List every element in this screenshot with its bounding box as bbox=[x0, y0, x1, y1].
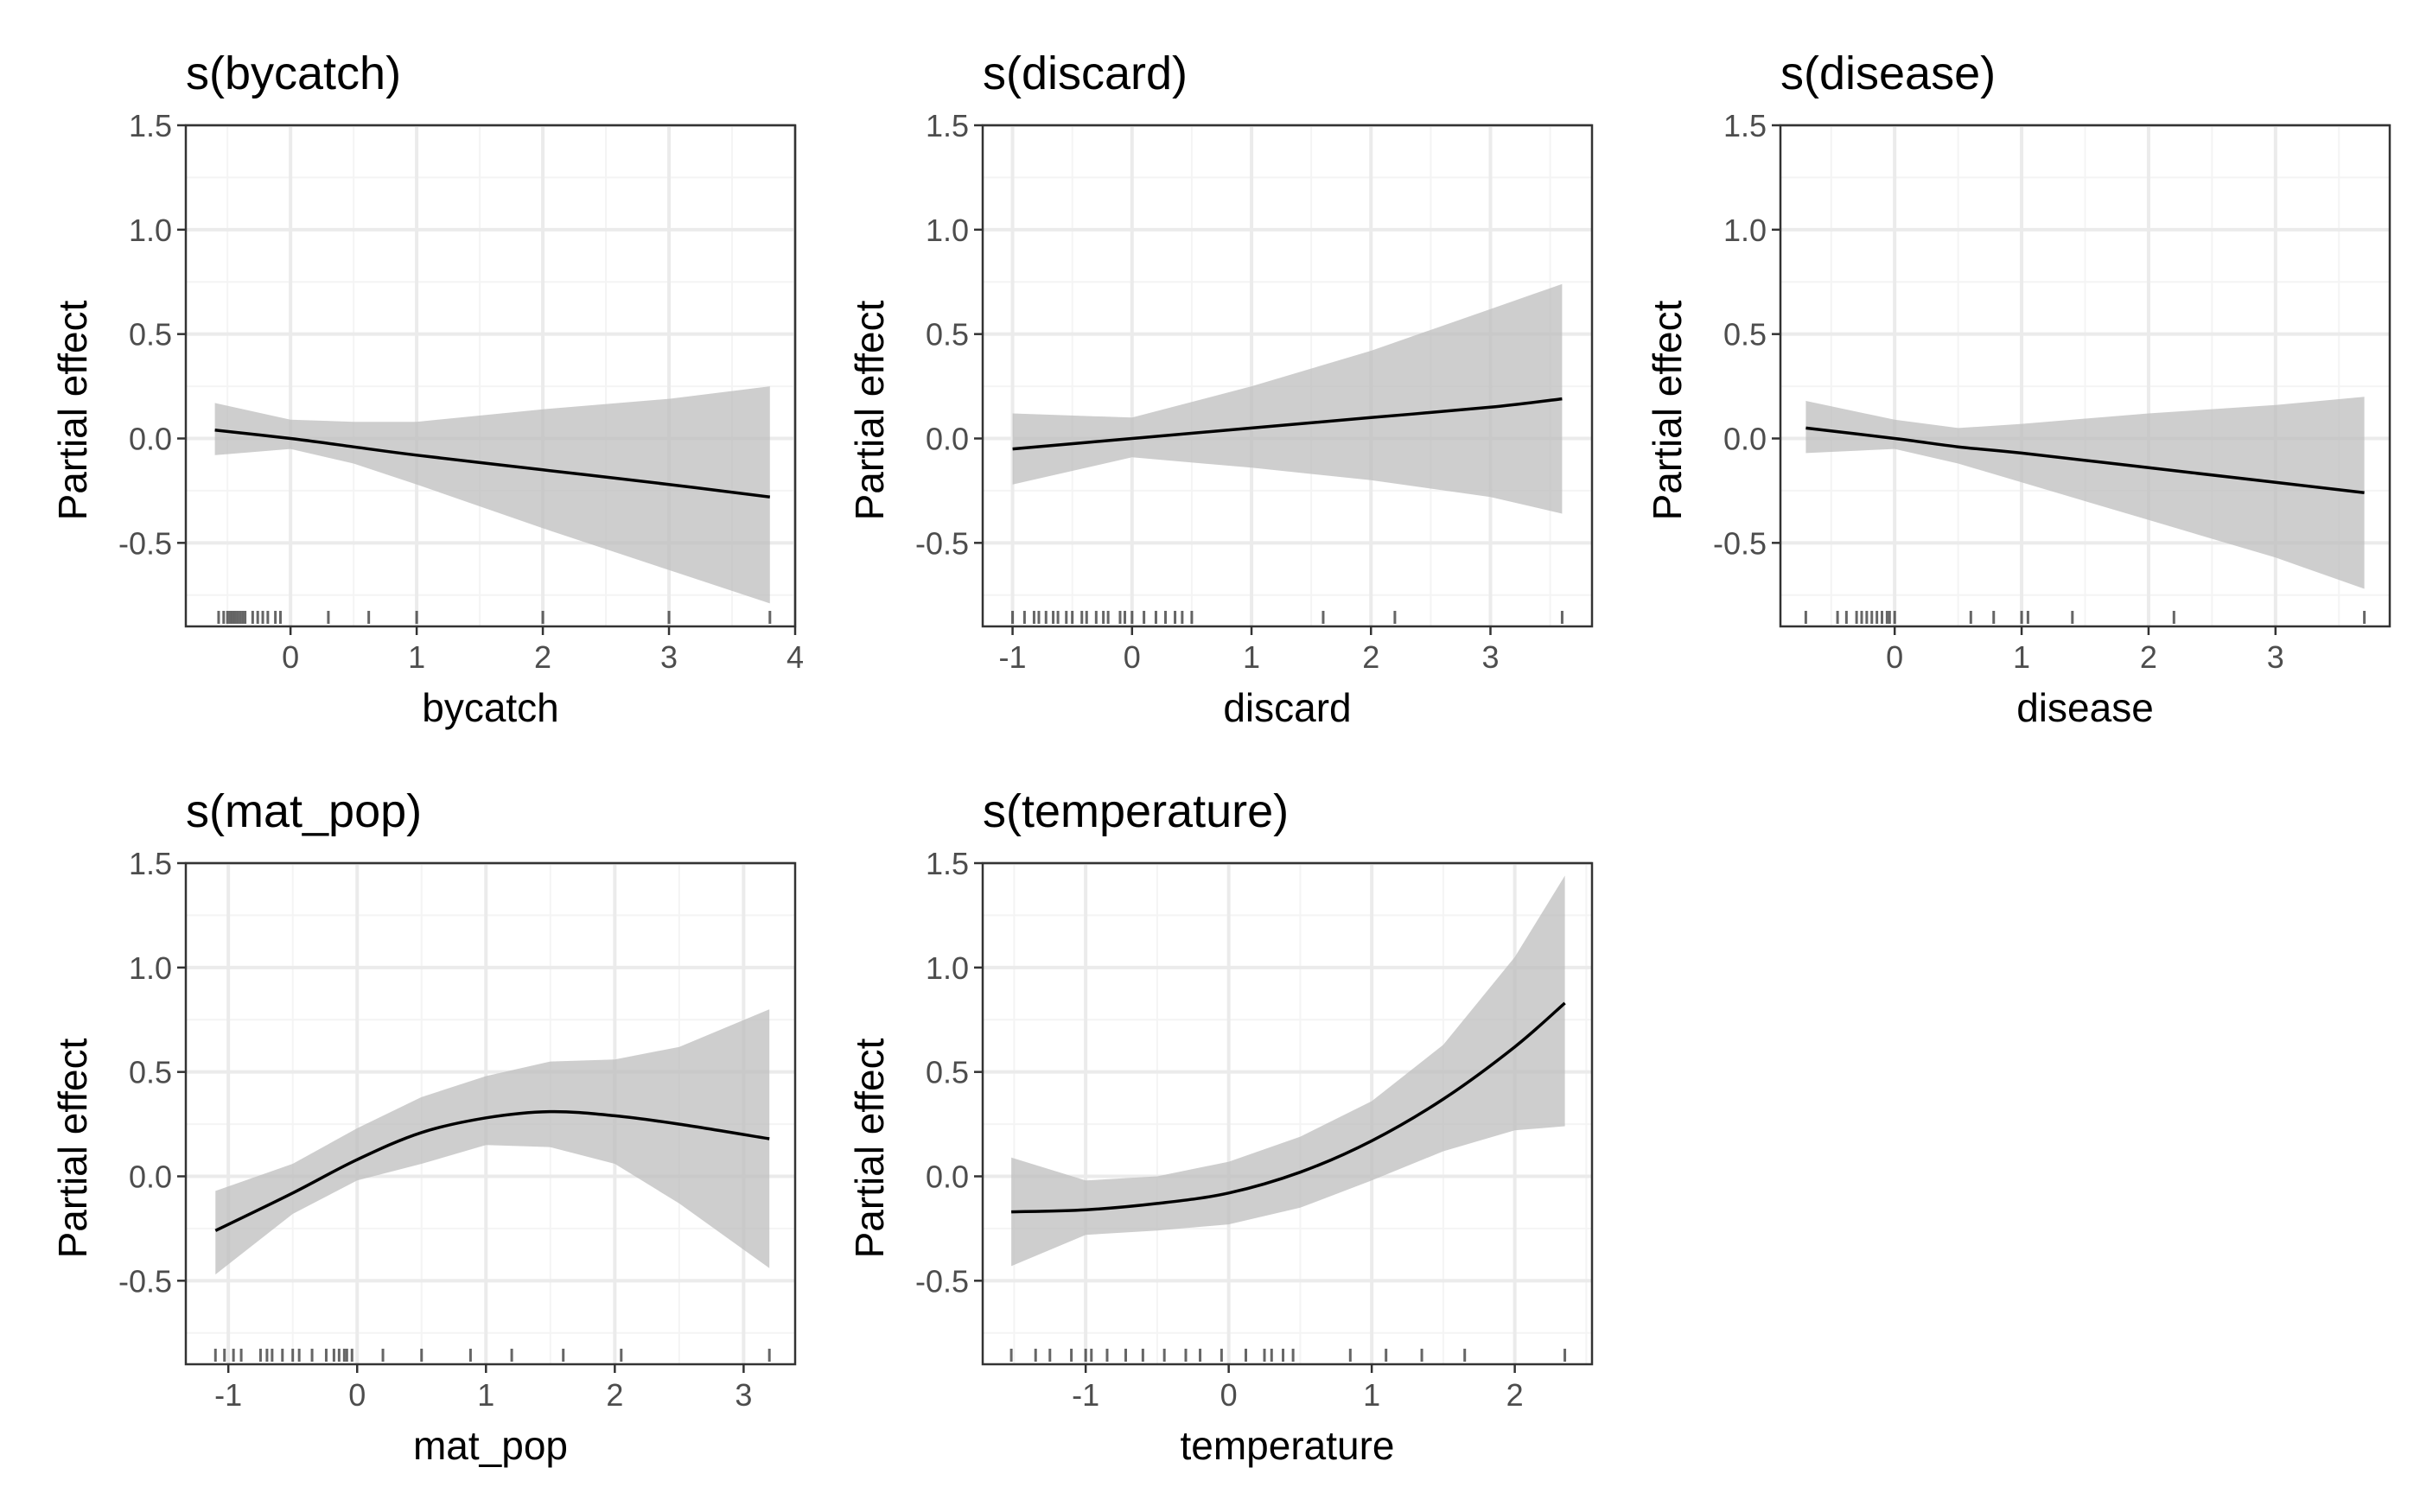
x-tick-label: 3 bbox=[1481, 639, 1499, 675]
y-axis-title: Partial effect bbox=[847, 1038, 892, 1258]
x-tick-label: 3 bbox=[735, 1377, 752, 1413]
panel-border bbox=[981, 861, 1594, 1366]
x-tick-label: -1 bbox=[1072, 1377, 1099, 1413]
x-tick-label: -1 bbox=[999, 639, 1027, 675]
panel-1: -1 0 1 2 3 -0.5 0.0 0.5 1.0 1.5 s(discard) discard P… bbox=[847, 48, 1594, 730]
x-axis-title: bycatch bbox=[422, 685, 559, 730]
y-tick-label: 0.0 bbox=[1723, 422, 1767, 457]
y-tick-label: 1.0 bbox=[129, 213, 172, 248]
x-tick-label: 2 bbox=[606, 1377, 623, 1413]
smooth-fit-line bbox=[214, 429, 771, 499]
y-tick-label: 0.5 bbox=[926, 317, 969, 353]
panel-border bbox=[981, 124, 1594, 628]
smooth-fit-line bbox=[1012, 397, 1563, 451]
y-tick-label: 1.5 bbox=[926, 846, 969, 881]
y-tick-label: -0.5 bbox=[1713, 525, 1767, 561]
x-axis-title: discard bbox=[1223, 685, 1351, 730]
panel-4: -1 0 1 2 -0.5 0.0 0.5 1.0 1.5 s(temperature) tempe… bbox=[847, 785, 1594, 1468]
x-tick-label: -1 bbox=[214, 1377, 242, 1413]
panel-border bbox=[184, 124, 797, 628]
y-axis-title: Partial effect bbox=[50, 1038, 95, 1258]
y-tick-label: 1.0 bbox=[1723, 213, 1767, 248]
panel-border bbox=[184, 861, 797, 1366]
y-tick-label: 0.0 bbox=[926, 422, 969, 457]
x-tick-label: 1 bbox=[408, 639, 425, 675]
x-tick-label: 0 bbox=[1124, 639, 1141, 675]
y-tick-label: 0.5 bbox=[129, 317, 172, 353]
confidence-band bbox=[1012, 283, 1563, 514]
x-tick-label: 3 bbox=[2267, 639, 2284, 675]
smooth-fit-line bbox=[1805, 426, 2365, 495]
y-tick-label: 1.0 bbox=[129, 950, 172, 986]
x-axis-title: mat_pop bbox=[413, 1423, 568, 1468]
x-tick-label: 1 bbox=[1363, 1377, 1380, 1413]
smooth-fit-line bbox=[214, 1109, 770, 1232]
x-tick-label: 0 bbox=[282, 639, 299, 675]
y-tick-label: 1.0 bbox=[926, 950, 969, 986]
x-tick-label: 1 bbox=[477, 1377, 494, 1413]
y-tick-label: 1.5 bbox=[926, 108, 969, 143]
x-tick-label: 2 bbox=[1362, 639, 1379, 675]
panel-title: s(discard) bbox=[983, 48, 1188, 99]
confidence-band bbox=[214, 386, 770, 604]
panel-0: 0 1 2 3 4 -0.5 0.0 0.5 1.0 1.5 s(bycatch) bycatch Pa… bbox=[50, 48, 804, 730]
y-tick-label: 0.0 bbox=[129, 1159, 172, 1195]
x-tick-label: 0 bbox=[348, 1377, 366, 1413]
confidence-band bbox=[1011, 875, 1565, 1267]
panel-title: s(mat_pop) bbox=[186, 785, 422, 837]
panel-border bbox=[1779, 124, 2391, 628]
x-tick-label: 0 bbox=[1886, 639, 1903, 675]
y-axis-title: Partial effect bbox=[847, 300, 892, 520]
panel-3: -1 0 1 2 3 -0.5 0.0 0.5 1.0 1.5 s(mat_pop) mat_pop P… bbox=[50, 785, 797, 1468]
smooth-fit-line bbox=[1011, 1001, 1566, 1214]
y-tick-label: -0.5 bbox=[118, 1263, 172, 1299]
x-tick-label: 2 bbox=[534, 639, 551, 675]
y-axis-title: Partial effect bbox=[50, 300, 95, 520]
x-tick-label: 4 bbox=[786, 639, 804, 675]
panel-title: s(temperature) bbox=[983, 785, 1289, 837]
panel-title: s(disease) bbox=[1780, 48, 1996, 99]
x-tick-label: 1 bbox=[1243, 639, 1260, 675]
panel-title: s(bycatch) bbox=[186, 48, 401, 99]
x-axis-title: temperature bbox=[1180, 1423, 1394, 1468]
panel-2: 0 1 2 3 -0.5 0.0 0.5 1.0 1.5 s(disease) disease Par… bbox=[1645, 48, 2391, 730]
y-tick-label: 1.5 bbox=[129, 846, 172, 881]
y-axis-title: Partial effect bbox=[1645, 300, 1690, 520]
x-tick-label: 2 bbox=[2140, 639, 2157, 675]
y-tick-label: -0.5 bbox=[118, 525, 172, 561]
y-tick-label: 0.5 bbox=[129, 1055, 172, 1090]
y-tick-label: 0.5 bbox=[1723, 317, 1767, 353]
x-axis-title: disease bbox=[2016, 685, 2154, 730]
x-tick-label: 0 bbox=[1220, 1377, 1238, 1413]
y-tick-label: 0.0 bbox=[129, 422, 172, 457]
y-tick-label: 0.5 bbox=[926, 1055, 969, 1090]
x-tick-label: 1 bbox=[2013, 639, 2030, 675]
confidence-band bbox=[215, 1009, 770, 1275]
y-tick-label: 0.0 bbox=[926, 1159, 969, 1195]
x-tick-label: 2 bbox=[1506, 1377, 1524, 1413]
y-tick-label: 1.0 bbox=[926, 213, 969, 248]
y-tick-label: -0.5 bbox=[915, 1263, 969, 1299]
y-tick-label: -0.5 bbox=[915, 525, 969, 561]
y-tick-label: 1.5 bbox=[1723, 108, 1767, 143]
y-tick-label: 1.5 bbox=[129, 108, 172, 143]
x-tick-label: 3 bbox=[660, 639, 678, 675]
